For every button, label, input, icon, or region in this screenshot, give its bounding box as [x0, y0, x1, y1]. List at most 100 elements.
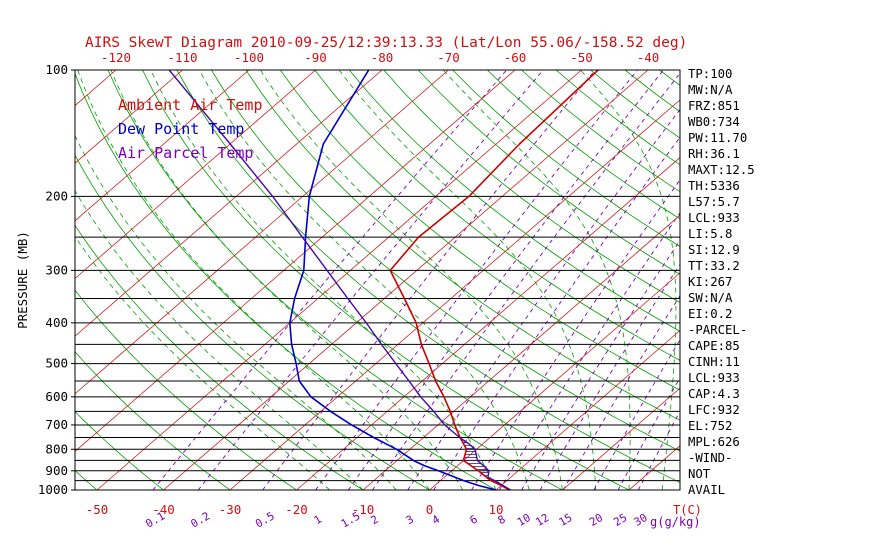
- stat-line: RH:36.1: [688, 147, 740, 161]
- moist-adiabat-line: [443, 70, 631, 490]
- stat-line: CAPE:85: [688, 339, 740, 353]
- mixing-ratio-label: 0.2: [189, 509, 213, 530]
- stat-line: CINH:11: [688, 355, 740, 369]
- stat-line: MW:N/A: [688, 83, 733, 97]
- bottom-temp-tick-label: -40: [152, 502, 175, 517]
- stat-line: KI:267: [688, 275, 732, 289]
- stat-line: -WIND-: [688, 451, 732, 465]
- top-temp-tick-label: -90: [304, 50, 327, 65]
- temp-unit-label: T(C): [673, 503, 702, 517]
- stat-line: L57:5.7: [688, 195, 740, 209]
- isotherm-line: [75, 70, 383, 337]
- pressure-tick-label: 200: [45, 188, 68, 203]
- mixing-ratio-label: 8: [496, 513, 508, 528]
- mixing-unit-label: g(g/kg): [650, 515, 701, 529]
- parcel-curve: [168, 70, 511, 490]
- stat-line: FRZ:851: [688, 99, 740, 113]
- pressure-tick-label: 500: [45, 356, 68, 371]
- mixing-ratio-line: [372, 72, 680, 490]
- isotherm-line: [96, 70, 582, 490]
- mixing-ratio-label: 3: [404, 513, 416, 528]
- stat-line: EI:0.2: [688, 307, 732, 321]
- pressure-tick-label: 700: [45, 417, 68, 432]
- dewpoint-curve: [289, 70, 497, 490]
- pressure-tick-label: 900: [45, 463, 68, 478]
- plot-border: [74, 69, 681, 491]
- top-temp-tick-label: -40: [637, 50, 660, 65]
- top-temp-tick-label: -80: [371, 50, 394, 65]
- top-temp-tick-label: -120: [101, 50, 131, 65]
- dry-adiabat-line: [211, 70, 680, 452]
- isotherm-line: [562, 387, 680, 490]
- stat-line: LI:5.8: [688, 227, 732, 241]
- legend-dew-point-temp: Dew Point Temp: [118, 120, 244, 138]
- stat-line: -PARCEL-: [688, 323, 747, 337]
- bottom-temp-tick-label: -20: [285, 502, 308, 517]
- isotherm-line: [296, 157, 680, 490]
- top-temp-tick-label: -50: [570, 50, 593, 65]
- dry-adiabat-line: [417, 70, 680, 275]
- top-temp-tick-label: -110: [167, 50, 197, 65]
- isotherm-line: [75, 70, 516, 452]
- stat-line: SI:12.9: [688, 243, 740, 257]
- mixing-ratio-label: 12: [533, 511, 551, 529]
- bottom-temp-tick-label: 10: [488, 502, 503, 517]
- isotherm-line: [163, 70, 649, 490]
- isotherm-line: [75, 70, 183, 164]
- stat-line: LCL:933: [688, 211, 740, 225]
- isotherm-line: [362, 214, 680, 490]
- mixing-ratio-label: 2: [369, 513, 381, 528]
- stat-line: MAXT:12.5: [688, 163, 755, 177]
- mixing-ratio-label: 20: [587, 511, 605, 529]
- bottom-temp-tick-label: -50: [86, 502, 109, 517]
- stat-line: MPL:626: [688, 435, 740, 449]
- mixing-ratio-label: 1: [312, 513, 324, 528]
- mixing-ratio-line: [539, 263, 680, 490]
- legend-air-parcel-temp: Air Parcel Temp: [118, 144, 253, 162]
- bottom-temp-tick-label: -10: [352, 502, 375, 517]
- isotherm-line: [628, 445, 680, 490]
- mixing-ratio-line: [315, 70, 638, 490]
- stat-line: CAP:4.3: [688, 387, 740, 401]
- pressure-axis-label: PRESSURE (MB): [15, 231, 30, 329]
- dry-adiabat-line: [486, 70, 680, 220]
- top-temp-tick-label: -70: [437, 50, 460, 65]
- grid-layer: [75, 70, 680, 490]
- dry-adiabat-line: [383, 70, 680, 303]
- moist-adiabat-line: [198, 70, 530, 490]
- mixing-ratio-line: [521, 239, 680, 490]
- stat-line: WB0:734: [688, 115, 740, 129]
- stat-line: PW:11.70: [688, 131, 747, 145]
- stat-line: TH:5336: [688, 179, 740, 193]
- mixing-ratio-line: [433, 136, 680, 490]
- isotherm-line: [75, 70, 449, 395]
- dry-adiabat-line: [452, 70, 680, 247]
- chart-title: AIRS SkewT Diagram 2010-09-25/12:39:13.3…: [85, 35, 687, 51]
- top-temp-tick-label: -60: [504, 50, 527, 65]
- stat-line: LCL:933: [688, 371, 740, 385]
- pressure-tick-label: 300: [45, 262, 68, 277]
- dry-adiabat-line: [624, 70, 680, 113]
- label-layer: -120 -110 -100 -90 -80 -70 -60 -50 -40 -50 -40 -30 -…: [38, 50, 755, 531]
- stat-line: AVAIL: [688, 483, 725, 497]
- pressure-tick-label: 600: [45, 389, 68, 404]
- mixing-ratio-label: 6: [468, 513, 480, 528]
- top-temp-tick-label: -100: [234, 50, 264, 65]
- pressure-tick-label: 100: [45, 62, 68, 77]
- isotherm-line: [229, 99, 680, 490]
- isotherm-line: [75, 70, 250, 222]
- profile-layer: [168, 70, 599, 490]
- stat-line: SW:N/A: [688, 291, 733, 305]
- mixing-ratio-label: 0.5: [253, 509, 277, 530]
- mixing-ratio-line: [197, 70, 544, 490]
- bottom-temp-tick-label: -30: [219, 502, 242, 517]
- legend-ambient-air-temp: Ambient Air Temp: [118, 96, 263, 114]
- mixing-ratio-label: 15: [557, 511, 575, 529]
- pressure-tick-label: 800: [45, 441, 68, 456]
- mixing-ratio-label: 10: [515, 511, 533, 529]
- mixing-ratio-label: 4: [430, 512, 443, 527]
- isotherm-line: [75, 70, 316, 280]
- stat-line: EL:752: [688, 419, 732, 433]
- stat-line: NOT: [688, 467, 711, 481]
